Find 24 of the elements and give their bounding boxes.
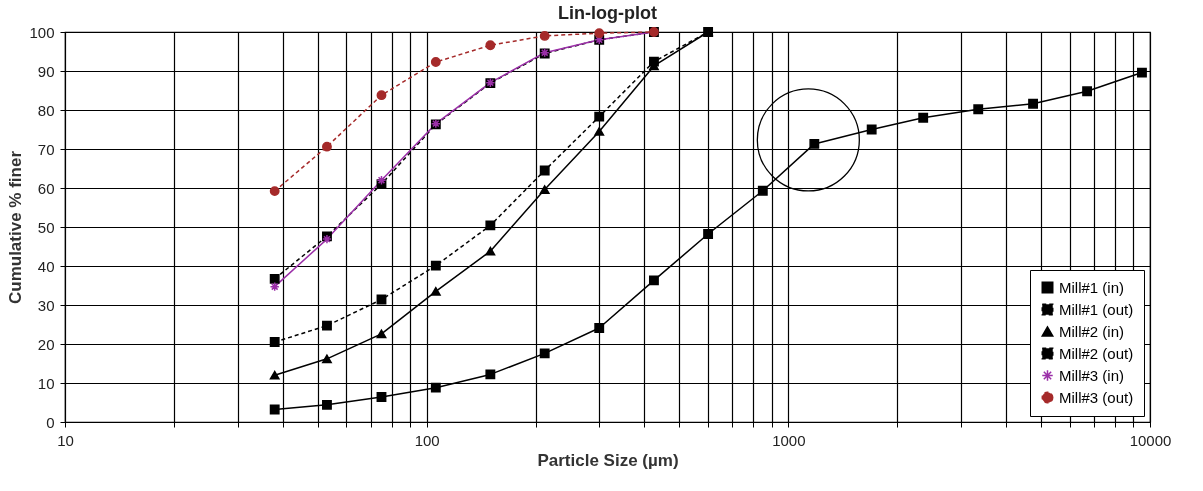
legend-label: Mill#2 (out) (1059, 344, 1134, 362)
y-tick-label: 50 (37, 218, 55, 236)
y-tick-label: 40 (37, 257, 55, 275)
x-tick-label: 10 (57, 431, 74, 449)
chart-title: Lin-log-plot (558, 2, 657, 23)
x-tick-label: 1000 (772, 431, 806, 449)
y-tick-label: 30 (37, 296, 55, 314)
legend-label: Mill#1 (out) (1059, 300, 1134, 318)
y-tick-label: 100 (29, 23, 55, 41)
x-axis-title: Particle Size (µm) (537, 450, 679, 470)
legend-label: Mill#3 (out) (1059, 388, 1134, 406)
y-tick-label: 90 (37, 62, 55, 80)
y-tick-label: 0 (46, 413, 55, 431)
y-tick-label: 80 (37, 101, 55, 119)
y-tick-label: 70 (37, 140, 55, 158)
legend-label: Mill#1 (in) (1059, 278, 1125, 296)
legend-label: Mill#3 (in) (1059, 366, 1125, 384)
y-axis-title: Cumulative % finer (6, 150, 26, 305)
x-tick-label: 100 (414, 431, 440, 449)
legend-label: Mill#2 (in) (1059, 322, 1125, 340)
y-tick-label: 60 (37, 179, 55, 197)
y-tick-label: 10 (37, 374, 55, 392)
x-tick-label: 10000 (1129, 431, 1172, 449)
y-tick-label: 20 (37, 335, 55, 353)
